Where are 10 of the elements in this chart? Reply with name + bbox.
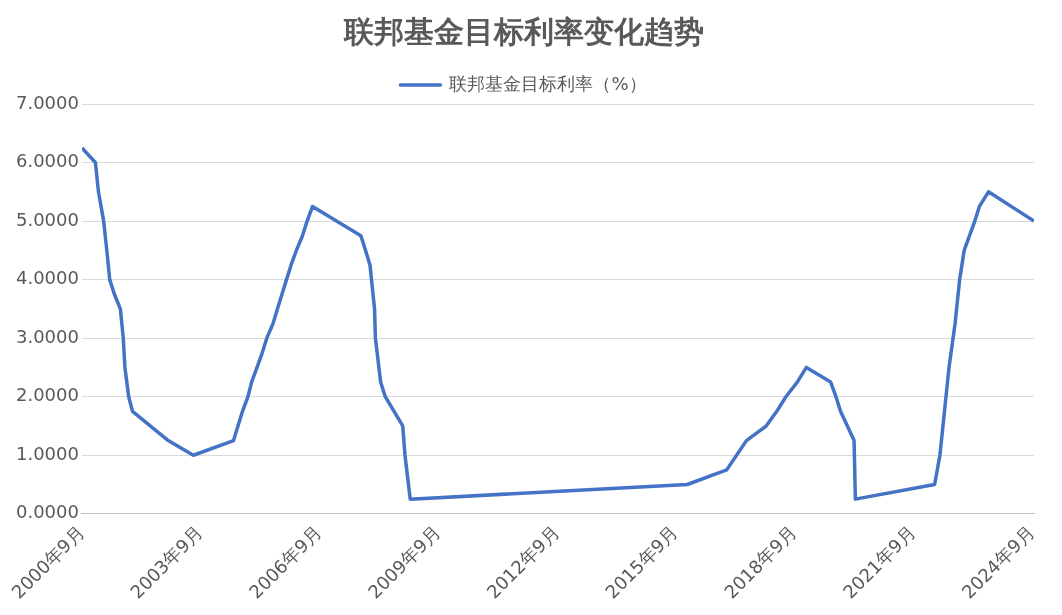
y-tick-label: 1.0000 xyxy=(16,442,79,464)
y-tick-label: 4.0000 xyxy=(16,267,79,289)
y-tick-label: 3.0000 xyxy=(16,325,79,347)
y-tick-label: 2.0000 xyxy=(16,384,79,406)
chart-title: 联邦基金目标利率变化趋势 xyxy=(342,13,704,49)
y-tick-label: 6.0000 xyxy=(16,150,79,172)
y-tick-label: 7.0000 xyxy=(16,91,79,113)
y-tick-label: 0.0000 xyxy=(16,501,79,523)
legend-label: 联邦基金目标利率（%） xyxy=(449,72,647,94)
y-tick-label: 5.0000 xyxy=(16,208,79,230)
